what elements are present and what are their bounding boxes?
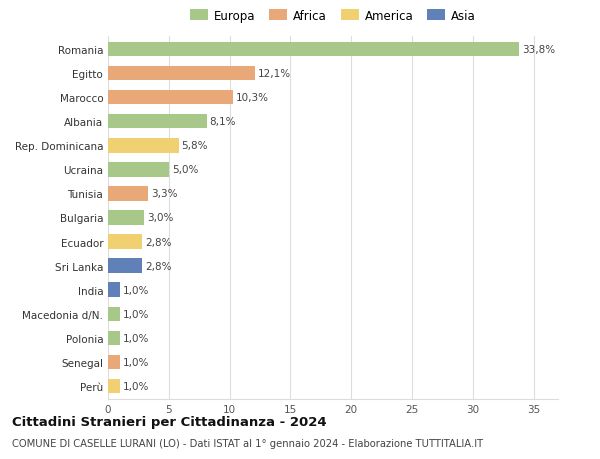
Text: 1,0%: 1,0% [123, 357, 149, 367]
Text: 12,1%: 12,1% [258, 69, 292, 79]
Text: 8,1%: 8,1% [209, 117, 236, 127]
Bar [108, 43, 519, 57]
Bar [108, 163, 169, 177]
Bar [108, 259, 142, 273]
Text: 3,3%: 3,3% [151, 189, 178, 199]
Bar [108, 331, 120, 345]
Bar [108, 139, 179, 153]
Text: COMUNE DI CASELLE LURANI (LO) - Dati ISTAT al 1° gennaio 2024 - Elaborazione TUT: COMUNE DI CASELLE LURANI (LO) - Dati IST… [12, 438, 483, 448]
Text: 10,3%: 10,3% [236, 93, 269, 103]
Legend: Europa, Africa, America, Asia: Europa, Africa, America, Asia [185, 5, 481, 27]
Bar [108, 115, 206, 129]
Text: 1,0%: 1,0% [123, 285, 149, 295]
Text: 1,0%: 1,0% [123, 333, 149, 343]
Text: 33,8%: 33,8% [522, 45, 555, 55]
Bar [108, 283, 120, 297]
Bar [108, 187, 148, 201]
Bar [108, 379, 120, 393]
Bar [108, 355, 120, 369]
Text: 5,8%: 5,8% [182, 141, 208, 151]
Bar [108, 211, 145, 225]
Text: 1,0%: 1,0% [123, 309, 149, 319]
Text: 5,0%: 5,0% [172, 165, 198, 175]
Bar [108, 67, 255, 81]
Text: 3,0%: 3,0% [148, 213, 174, 223]
Text: 2,8%: 2,8% [145, 237, 172, 247]
Bar [108, 307, 120, 321]
Text: Cittadini Stranieri per Cittadinanza - 2024: Cittadini Stranieri per Cittadinanza - 2… [12, 415, 326, 428]
Text: 1,0%: 1,0% [123, 381, 149, 391]
Text: 2,8%: 2,8% [145, 261, 172, 271]
Bar [108, 91, 233, 105]
Bar [108, 235, 142, 249]
